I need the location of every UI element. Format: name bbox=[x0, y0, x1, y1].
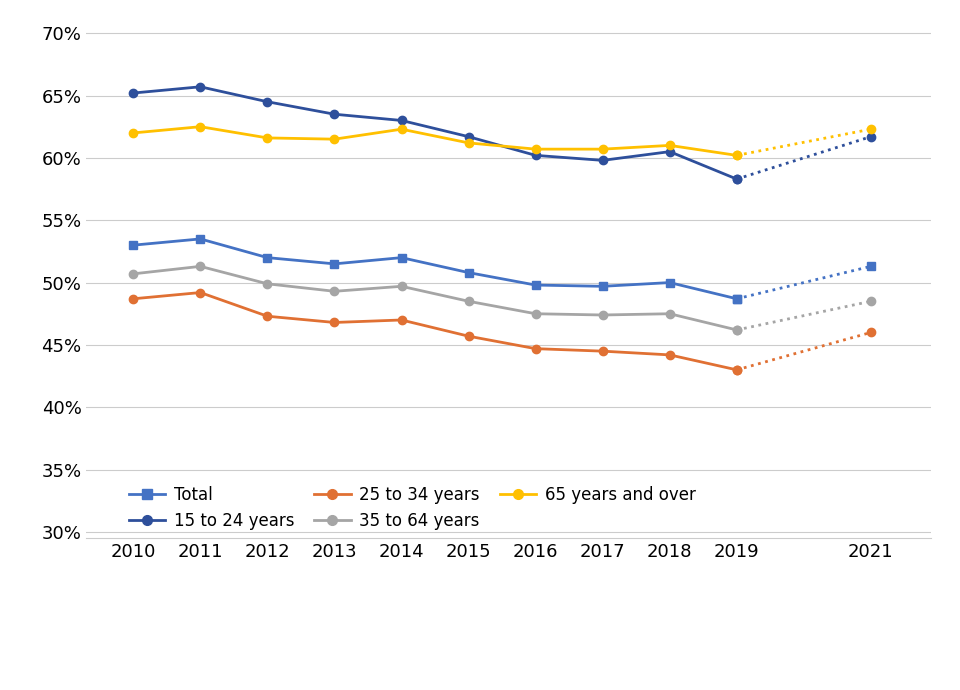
Legend: Total, 15 to 24 years, 25 to 34 years, 35 to 64 years, 65 years and over: Total, 15 to 24 years, 25 to 34 years, 3… bbox=[129, 486, 695, 530]
